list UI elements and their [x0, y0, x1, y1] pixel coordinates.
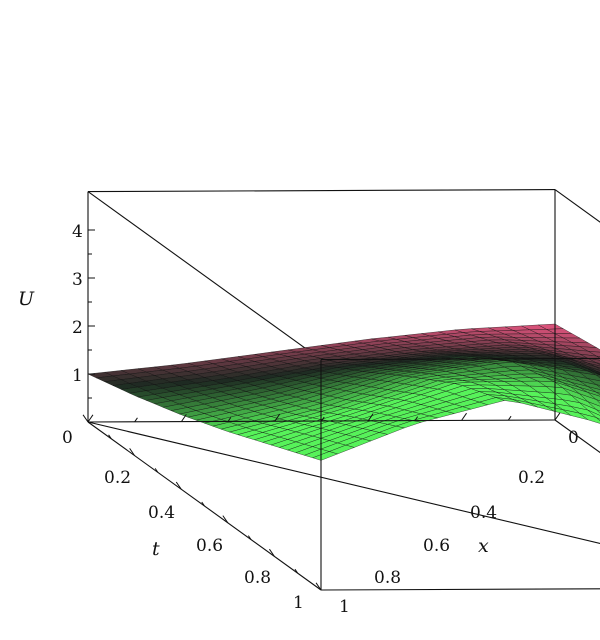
surface-cell-26-8 [588, 358, 600, 364]
z-tick-label-3: 3 [72, 270, 83, 290]
surface-cell-20-19 [579, 380, 600, 390]
box-edge-top-x0t [87, 189, 556, 193]
t-tick-3 [227, 417, 232, 422]
x-tick-label-0.2: 0.2 [518, 468, 545, 488]
surface-cell-18-25 [596, 409, 600, 414]
t-tick-label-0: 0 [62, 428, 73, 448]
x-tick-label-1: 1 [339, 597, 350, 617]
surface-cell-20-20 [587, 386, 600, 394]
t-tick-9 [507, 415, 512, 421]
t-axis-label: t [152, 538, 160, 560]
t-tick-6 [367, 413, 374, 422]
box-edge-top-t0x [87, 191, 322, 361]
surface-cell-23-15 [596, 372, 600, 375]
t-tick-1 [134, 417, 138, 423]
z-axis-label: U [18, 288, 35, 310]
surface-cell-22-17 [596, 374, 600, 379]
t-tick-0 [87, 414, 94, 423]
t-tick-label-0.8: 0.8 [244, 568, 271, 588]
box-edge-floor-x1 [554, 419, 600, 454]
surface-cell-26-9 [596, 362, 600, 365]
x-axis-label: x [478, 535, 489, 557]
x-tick-3 [154, 468, 159, 473]
x-tick-1 [108, 434, 112, 440]
surface-cell-19-23 [596, 399, 600, 404]
box-edge-top-front-right [320, 357, 600, 361]
x-tick-label-0.4: 0.4 [470, 503, 497, 523]
x-tick-2 [129, 448, 136, 456]
z-tick-label-4: 4 [72, 222, 83, 242]
x-tick-label-0: 0 [568, 428, 579, 448]
box-edge-top-front-left [554, 189, 600, 223]
surface-cell-18-23 [579, 393, 600, 407]
x-tick-7 [247, 535, 252, 540]
t-tick-2 [180, 414, 187, 422]
t-tick-label-0.2: 0.2 [104, 468, 131, 488]
x-tick-9 [294, 568, 299, 574]
surface-cell-20-21 [596, 392, 600, 395]
t-tick-5 [321, 416, 325, 422]
surface-cell-17-25 [579, 402, 600, 416]
surface-cell-21-19 [596, 384, 600, 388]
t-tick-7 [414, 416, 419, 421]
axis-ticks [82, 229, 561, 591]
surface-cell-24-12 [588, 366, 600, 373]
x-tick-10 [315, 582, 322, 591]
x-tick-6 [222, 515, 229, 524]
x-tick-label-0.8: 0.8 [374, 568, 401, 588]
x-tick-0 [82, 414, 89, 423]
t-tick-label-1: 1 [293, 593, 304, 613]
surface-cell-24-13 [596, 371, 600, 374]
surface-cell-19-21 [579, 387, 600, 397]
t-tick-10 [554, 412, 561, 421]
surface-wall-x1 [555, 324, 600, 588]
t-tick-8 [461, 412, 467, 421]
surface-cell-19-22 [587, 392, 600, 402]
t-tick-label-0.4: 0.4 [148, 503, 175, 523]
x-tick-8 [269, 548, 275, 557]
surface-cell-27-6 [588, 351, 600, 357]
surface-cell-16-27 [579, 413, 600, 424]
surface-cell-27-5 [579, 346, 600, 353]
surface-cell-21-17 [579, 372, 600, 382]
surface-cell-27-7 [596, 355, 600, 359]
surface-cell-22-16 [588, 371, 600, 377]
surface-cell-17-27 [596, 417, 600, 422]
t-tick-label-0.6: 0.6 [196, 536, 223, 556]
box-edge-floor-diagonal [87, 421, 600, 544]
z-tick-label-1: 1 [72, 366, 83, 386]
surface-mesh [87, 323, 600, 588]
x-tick-4 [175, 481, 182, 490]
t-tick-4 [274, 413, 281, 422]
x-tick-label-0.6: 0.6 [423, 536, 450, 556]
z-tick-label-2: 2 [72, 318, 83, 338]
x-tick-5 [201, 501, 205, 507]
surface-cell-17-26 [587, 409, 600, 420]
surface-cell-21-18 [587, 378, 600, 386]
surface-cell-25-9 [579, 359, 600, 367]
surface-cell-25-10 [588, 363, 600, 369]
surface-cell-24-11 [579, 362, 600, 371]
box-edge-floor-t1 [320, 588, 600, 591]
surface-cell-18-24 [587, 401, 600, 412]
